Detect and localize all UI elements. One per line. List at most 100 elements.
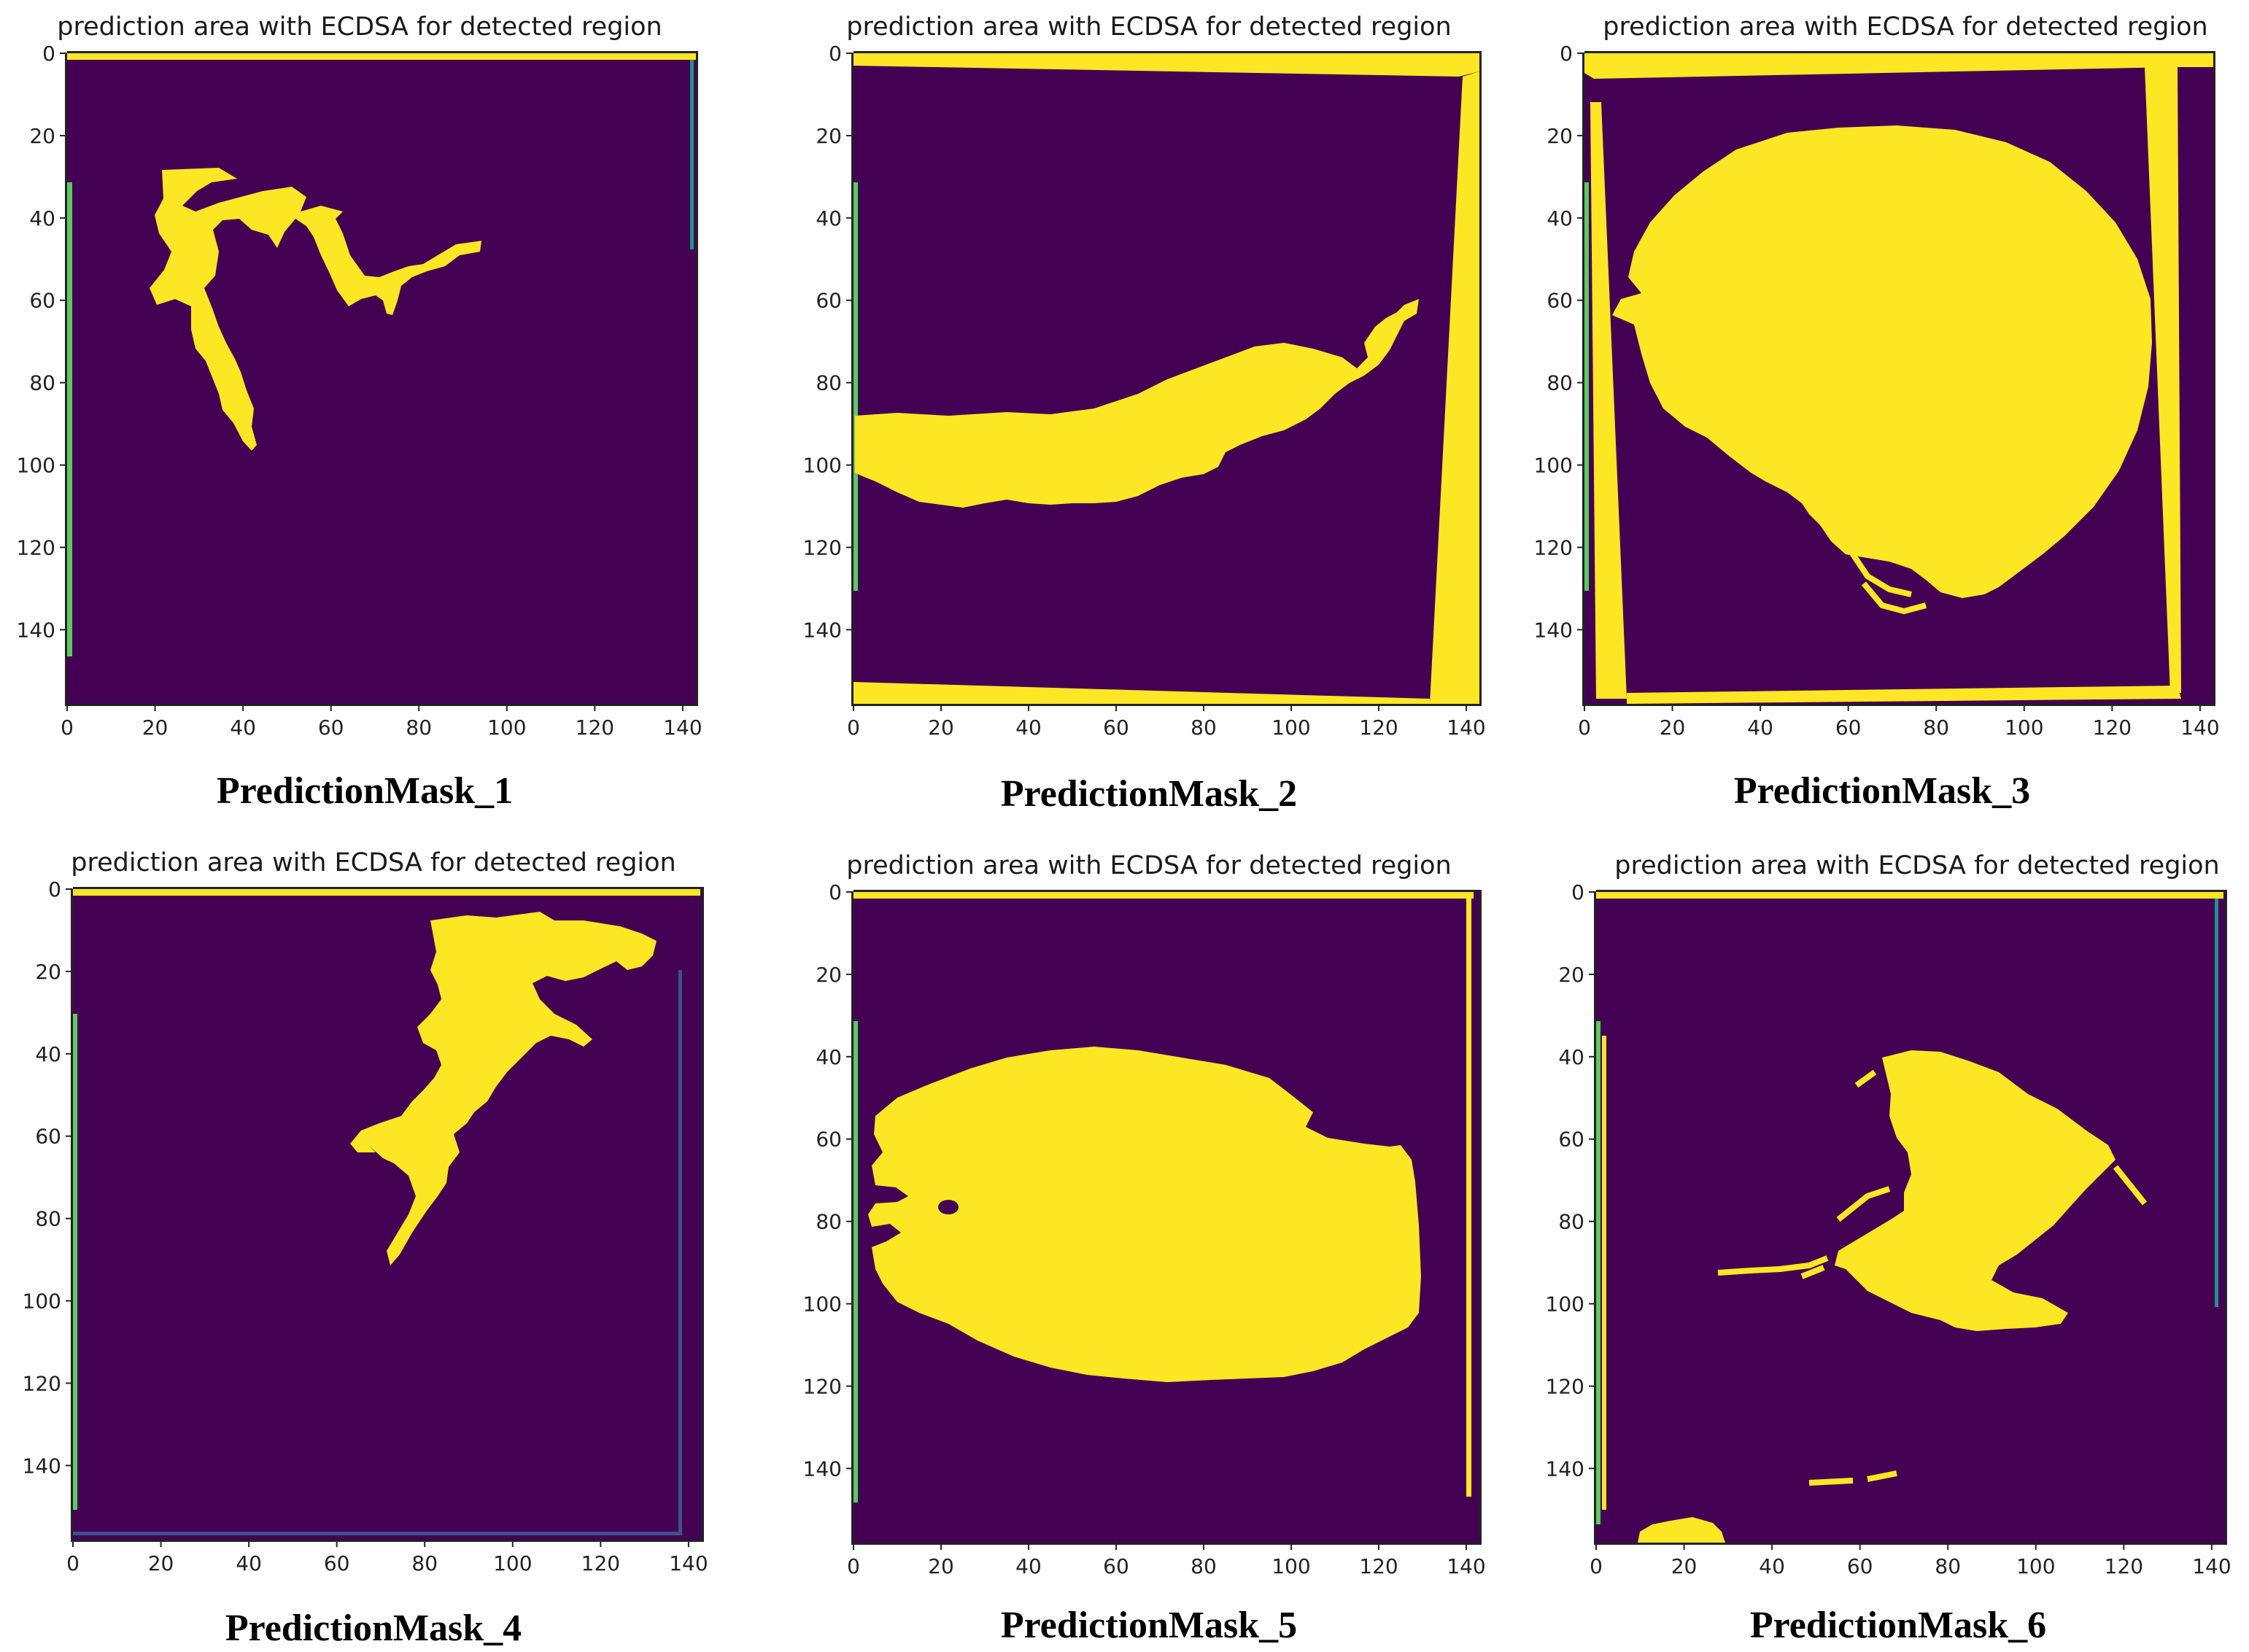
panel-2-ytick-label: 0 [829,42,842,66]
panel-6-region-fragments [1717,1069,2148,1486]
panel-6-edge-top [1596,892,2223,899]
panel-4-edge-top [73,889,700,896]
panel-1-ytick-label: 40 [29,206,55,230]
panel-1-caption: PredictionMask_1 [217,770,513,812]
panel-3-ytick-label: 40 [1547,206,1573,230]
panel-2-ytick-label: 140 [803,618,842,642]
panel-1-edge-right [690,60,694,249]
panel-1-ytick-label: 140 [17,618,55,642]
panel-6: prediction area with ECDSA for detected … [1546,851,2231,1646]
panel-4-ytick-label: 0 [48,877,61,901]
panel-6-ytick-label: 40 [1558,1045,1584,1069]
panel-6-xtick-label: 60 [1847,1554,1873,1578]
panel-5-ytick-label: 80 [816,1210,842,1234]
panel-2-heatmap-background [853,53,1479,704]
panel-4-ytick-label: 40 [35,1042,61,1066]
panel-6-ytick-label: 0 [1571,880,1584,904]
panel-2-ytick-label: 120 [803,535,842,559]
panel-2-xtick-label: 20 [928,716,954,740]
panel-2-ytick-label: 40 [816,206,842,230]
panel-6-edge-left-inner [1602,1036,1606,1510]
panel-5-ytick-label: 0 [829,880,842,904]
panel-5-xtick-label: 120 [1359,1554,1398,1578]
panel-1-ytick-label: 0 [42,42,55,66]
panel-3-ytick-label: 0 [1560,42,1573,66]
panel-2-xtick-label: 120 [1359,716,1398,740]
panel-1-ytick-label: 120 [17,535,55,559]
panel-3-xtick-label: 80 [1923,716,1949,740]
panel-2-edge-bottom [853,682,1430,704]
panel-3-xtick-label: 0 [1578,716,1591,740]
panel-6-caption: PredictionMask_6 [1750,1605,2046,1646]
panel-4-heatmap-background [73,889,702,1540]
panel-3-ytick-label: 100 [1534,454,1573,478]
panel-4-ytick-label: 60 [35,1125,61,1149]
panel-2-xtick-label: 140 [1447,716,1485,740]
panel-4-ytick-label: 20 [35,960,61,984]
panel-1-ytick-label: 20 [29,124,55,148]
panel-1-xtick-label: 140 [663,716,702,740]
panel-3-ytick-label: 20 [1547,124,1573,148]
panel-2-xtick-label: 80 [1191,716,1217,740]
panel-5-xtick-label: 60 [1103,1554,1129,1578]
panel-6-ytick-label: 100 [1546,1292,1584,1316]
panel-3-edge-bottom [1627,686,2181,704]
panel-4-xtick-label: 20 [148,1551,174,1575]
panel-1-edge-left [67,182,72,656]
panel-5-region-hole [938,1200,959,1214]
panel-3-detected-region [1612,125,2152,598]
panel-6-xtick-label: 120 [2105,1554,2143,1578]
panel-5-ytick-label: 140 [803,1457,842,1481]
panel-6-title: prediction area with ECDSA for detected … [1614,851,2220,880]
panel-5-xtick-label: 140 [1447,1554,1485,1578]
panel-6-ytick-label: 80 [1558,1210,1584,1234]
panel-6-xtick-label: 40 [1759,1554,1785,1578]
panel-3-edge-top [1584,53,2213,79]
panel-5: prediction area with ECDSA for detected … [803,851,1486,1646]
panel-2-ytick-label: 100 [803,454,842,478]
panel-3-edge-left-strip [1584,182,1589,591]
panel-3-xtick-label: 140 [2180,716,2219,740]
panel-6-detected-region [1835,1050,2116,1331]
panel-3: prediction area with ECDSA for detected … [1534,12,2220,812]
panel-1-xtick-label: 40 [230,716,256,740]
panel-2-xtick-label: 100 [1271,716,1310,740]
panel-5-xtick-label: 20 [928,1554,954,1578]
panel-4-ytick-label: 100 [23,1290,61,1314]
panel-6-xtick-label: 100 [2016,1554,2055,1578]
panel-1-edge-top [67,53,696,60]
panel-3-caption: PredictionMask_3 [1734,770,2030,812]
panel-3-xtick-label: 100 [2005,716,2043,740]
panel-4-edge-left [73,1014,77,1510]
panel-6-edge-right [2215,899,2218,1307]
panel-2-xtick-label: 0 [847,716,860,740]
panel-4-detected-region [350,912,657,1265]
panel-4-xtick-label: 80 [411,1551,438,1575]
panel-4-ytick-label: 140 [23,1454,61,1478]
panel-1-ytick-label: 60 [29,289,55,313]
panel-3-xtick-label: 20 [1660,716,1686,740]
panel-5-edge-right [1466,899,1471,1497]
panel-1-xtick-label: 0 [61,716,74,740]
panel-4-edge-bottom [73,1532,682,1535]
panel-3-ytick-label: 60 [1547,289,1573,313]
panel-3-edge-right [2145,67,2181,693]
panel-6-xtick-label: 80 [1935,1554,1961,1578]
panel-5-ytick-label: 20 [816,963,842,987]
panel-4-xtick-label: 60 [324,1551,350,1575]
panel-6-edge-left [1596,1021,1600,1524]
panel-3-edge-left [1590,102,1627,699]
panel-3-ytick-label: 80 [1547,371,1573,395]
panel-3-xtick-label: 120 [2093,716,2132,740]
panel-1: prediction area with ECDSA for detected … [17,12,702,812]
panel-3-title: prediction area with ECDSA for detected … [1603,12,2208,42]
panel-1-xtick-label: 100 [487,716,526,740]
panel-2-title: prediction area with ECDSA for detected … [846,12,1452,42]
panel-5-ytick-label: 40 [816,1045,842,1069]
panel-6-ytick-label: 60 [1558,1128,1584,1152]
panel-4-ytick-label: 80 [35,1207,61,1231]
panel-2-edge-right [1430,71,1479,704]
panel-1-title: prediction area with ECDSA for detected … [57,12,662,42]
panel-2-edge-left [853,182,858,591]
panel-5-xtick-label: 40 [1015,1554,1042,1578]
